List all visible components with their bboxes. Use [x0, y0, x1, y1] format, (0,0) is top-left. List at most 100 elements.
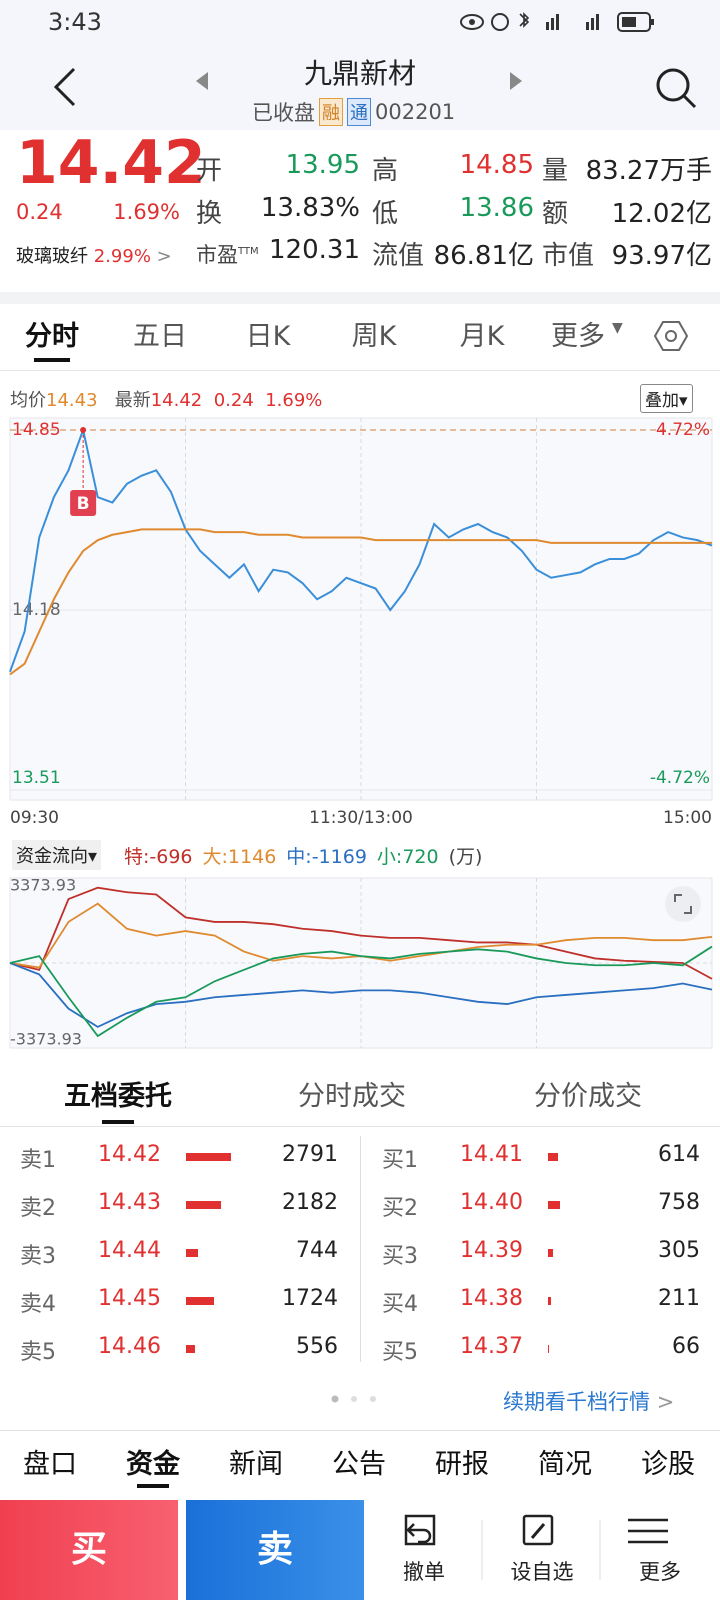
- tool-button[interactable]: 更多: [639, 1560, 681, 1584]
- order-volume: 66: [672, 1334, 700, 1359]
- order-label: 买2: [382, 1196, 418, 1221]
- order-label: 卖5: [20, 1340, 56, 1365]
- field-value: 120.31: [269, 235, 360, 265]
- tab[interactable]: 更多: [551, 321, 605, 352]
- order-label: 卖4: [20, 1292, 56, 1317]
- buy-button[interactable]: 买: [0, 1500, 178, 1600]
- divider: [0, 1126, 720, 1127]
- bottom-tab[interactable]: 盘口: [23, 1449, 77, 1480]
- x-label: 15:00: [663, 808, 712, 828]
- tab[interactable]: 分时: [25, 321, 79, 352]
- volume-bar: [186, 1249, 198, 1257]
- order-volume: 744: [296, 1238, 338, 1263]
- tab[interactable]: 周K: [351, 321, 397, 352]
- back-button[interactable]: [50, 66, 80, 108]
- order-volume: 1724: [282, 1286, 338, 1311]
- unit: (万): [448, 846, 483, 868]
- series-line: [9, 426, 713, 673]
- divider: [360, 1136, 361, 1362]
- order-label: 买4: [382, 1292, 418, 1317]
- y2-tick-label: -4.72%: [650, 768, 710, 788]
- field-value: 13.83%: [260, 193, 360, 223]
- tab-underline: [34, 358, 70, 362]
- latest-pct: 1.69%: [265, 390, 323, 411]
- field-value: 93.97亿: [611, 241, 712, 271]
- sector[interactable]: 玻璃玻纤 2.99% >: [16, 246, 172, 267]
- order-price: 14.44: [98, 1238, 161, 1263]
- change: 0.24: [16, 200, 63, 224]
- y-tick-label: 3373.93: [10, 876, 76, 895]
- overlay-button[interactable]: 叠加▾: [640, 384, 693, 413]
- avg-label: 均价: [10, 390, 46, 411]
- volume-bar: [548, 1153, 558, 1161]
- sector-pct: 2.99%: [93, 246, 151, 267]
- tab[interactable]: 日K: [245, 321, 291, 352]
- volume-bar: [548, 1345, 550, 1353]
- more-link-text: 续期看千档行情: [503, 1390, 650, 1414]
- x-label: 09:30: [10, 808, 59, 828]
- bottom-tab[interactable]: 简况: [538, 1449, 592, 1480]
- volume-bar: [548, 1201, 561, 1209]
- field-value: 83.27万手: [585, 156, 712, 186]
- latest-change: 0.24: [213, 390, 254, 411]
- change-pct: 1.69%: [113, 200, 180, 224]
- order-tab[interactable]: 分时成交: [298, 1081, 406, 1112]
- field-value: 86.81亿: [433, 241, 534, 271]
- more-link[interactable]: 续期看千档行情 >: [503, 1390, 675, 1414]
- field-label: 低: [372, 199, 399, 229]
- legend-item: 特:-696: [124, 846, 193, 868]
- field-label: 市盈TTM: [196, 243, 259, 267]
- divider: [0, 370, 720, 371]
- chart-summary: 均价14.43 最新14.42 0.24 1.69%: [10, 386, 322, 412]
- series-line: [9, 886, 713, 980]
- bottom-tab[interactable]: 公告: [332, 1449, 386, 1480]
- bottom-tab[interactable]: 资金: [126, 1449, 180, 1480]
- tab[interactable]: 月K: [459, 321, 505, 352]
- tag: 融: [319, 98, 343, 126]
- volume-bar: [548, 1297, 552, 1305]
- tab-underline: [137, 1484, 169, 1488]
- flow-selector[interactable]: 资金流向▾: [12, 840, 102, 870]
- search-button[interactable]: [654, 66, 698, 110]
- field-label: 换: [196, 199, 223, 229]
- pager: [331, 1395, 376, 1403]
- order-tab[interactable]: 五档委托: [64, 1081, 172, 1112]
- next-stock[interactable]: [508, 72, 522, 90]
- order-volume: 2791: [282, 1142, 338, 1167]
- bottom-tab[interactable]: 诊股: [641, 1449, 695, 1480]
- order-price: 14.37: [460, 1334, 523, 1359]
- legend-item: 小:720: [376, 846, 439, 868]
- avg: 14.43: [46, 390, 98, 411]
- bottom-tab[interactable]: 研报: [435, 1449, 489, 1480]
- expand-icon: [674, 894, 692, 914]
- flow-title: 资金流向: [16, 846, 88, 867]
- tool-button[interactable]: 撤单: [403, 1560, 445, 1584]
- prev-stock[interactable]: [196, 72, 210, 90]
- order-tab[interactable]: 分价成交: [534, 1081, 642, 1112]
- latest: 14.42: [150, 390, 203, 411]
- tool-icons: [404, 1514, 668, 1580]
- bottom-tab[interactable]: 新闻: [229, 1449, 283, 1480]
- field-label: 开: [196, 156, 223, 186]
- latest-label: 最新: [114, 390, 151, 411]
- stock-title: 九鼎新材: [303, 57, 416, 90]
- settings-button[interactable]: [654, 320, 688, 352]
- tab[interactable]: 五日: [133, 321, 187, 352]
- order-price: 14.41: [460, 1142, 523, 1167]
- y-tick-label: 14.85: [12, 420, 61, 440]
- sell-button[interactable]: 卖: [186, 1500, 364, 1600]
- field-label: 市值: [542, 241, 595, 271]
- field-value: 14.85: [459, 150, 534, 180]
- x-label: 11:30/13:00: [309, 808, 413, 828]
- tool-button[interactable]: 设自选: [510, 1560, 574, 1584]
- order-label: 买5: [382, 1340, 418, 1365]
- status-icons: [460, 12, 654, 32]
- separator: [0, 292, 720, 304]
- divider: [0, 1430, 720, 1431]
- field-value: 13.95: [285, 150, 360, 180]
- order-volume: 758: [658, 1190, 700, 1215]
- trade-marker: [70, 490, 97, 516]
- volume-bar: [186, 1201, 222, 1209]
- order-price: 14.46: [98, 1334, 161, 1359]
